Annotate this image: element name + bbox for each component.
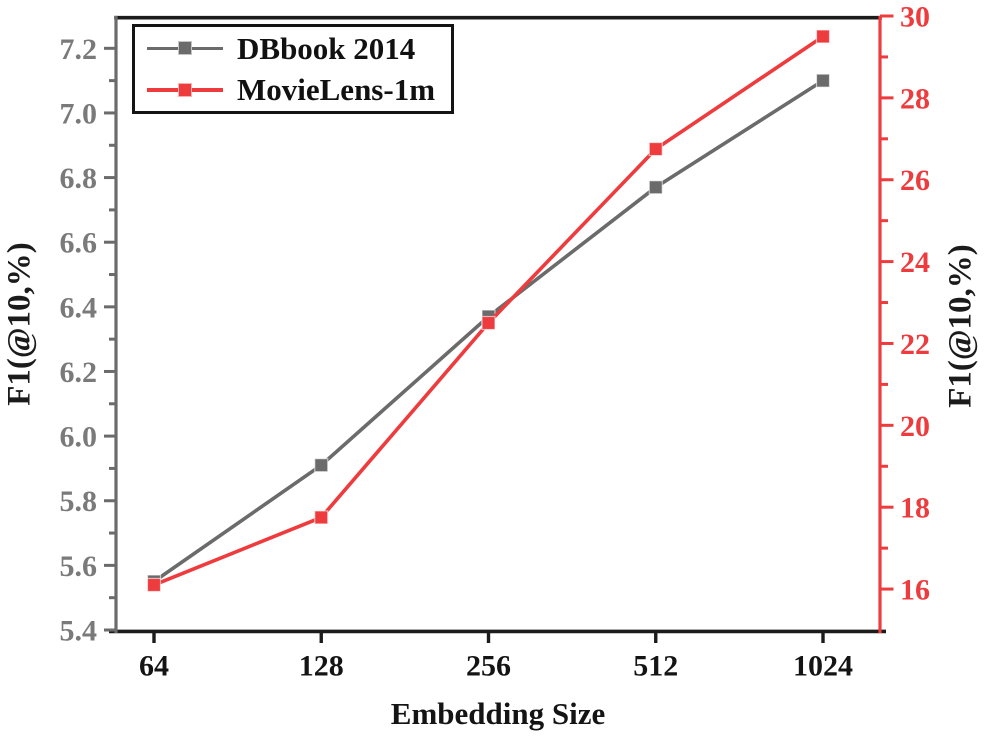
left-tick-label: 5.6 (60, 550, 98, 583)
x-tick-label: 256 (466, 650, 511, 683)
data-point-marker-dbbook-2014 (314, 458, 329, 473)
dbbook-marker-swatch (178, 41, 192, 56)
legend-item-dbbook: DBbook 2014 (147, 28, 451, 68)
right-tick-label: 26 (900, 164, 930, 197)
right-y-axis-title: F1(@10,%) (942, 244, 979, 408)
left-tick-label: 6.8 (60, 162, 98, 195)
left-tick-label: 6.0 (60, 421, 98, 454)
series-movielens-1m (146, 29, 831, 593)
right-tick-label: 20 (900, 410, 930, 443)
legend-label-dbbook: DBbook 2014 (237, 30, 416, 66)
movielens-legend-sample (147, 81, 223, 98)
right-tick-label: 28 (900, 82, 930, 115)
legend-item-movielens: MovieLens-1m (147, 70, 451, 110)
legend: DBbook 2014 MovieLens-1m (132, 24, 454, 114)
data-point-marker-movielens-1m (815, 29, 831, 44)
dbbook-legend-sample (147, 40, 223, 57)
left-tick-label: 6.2 (60, 356, 98, 389)
left-y-axis-title: F1(@10,%) (1, 242, 38, 406)
data-point-marker-dbbook-2014 (815, 73, 831, 88)
x-tick-label: 128 (299, 650, 344, 683)
right-tick-label: 16 (900, 574, 930, 607)
x-axis: 64 128 256 512 1024 (139, 631, 853, 683)
series-line-dbbook-2014 (152, 79, 824, 584)
data-point-marker-movielens-1m (648, 141, 663, 157)
left-tick-label: 5.8 (60, 485, 98, 518)
plot-frame (109, 15, 886, 634)
left-y-axis: 5.4 5.6 5.8 6.0 6.2 6.4 6.6 6.8 7.0 7.2 (60, 33, 116, 648)
right-y-axis: 16 18 20 22 24 26 28 30 (880, 1, 930, 607)
left-tick-label: 5.4 (60, 615, 98, 648)
series-dbbook-2014 (146, 73, 831, 589)
movielens-marker-swatch (178, 82, 192, 97)
left-tick-label: 6.4 (60, 291, 98, 324)
data-point-marker-movielens-1m (314, 510, 329, 525)
x-axis-title: Embedding Size (390, 696, 606, 731)
left-tick-label: 7.2 (60, 33, 98, 66)
x-tick-label: 1024 (793, 650, 853, 683)
right-tick-label: 24 (900, 246, 930, 279)
right-tick-label: 18 (900, 492, 930, 525)
data-point-marker-dbbook-2014 (648, 180, 663, 195)
data-point-marker-movielens-1m (481, 315, 496, 331)
right-tick-label: 22 (900, 328, 930, 361)
legend-label-movielens: MovieLens-1m (237, 72, 436, 108)
x-tick-label: 64 (139, 650, 169, 683)
left-tick-label: 7.0 (60, 97, 98, 130)
left-tick-label: 6.6 (60, 227, 98, 260)
x-tick-label: 512 (633, 650, 678, 683)
data-point-marker-movielens-1m (146, 577, 162, 593)
right-tick-label: 30 (900, 1, 930, 34)
